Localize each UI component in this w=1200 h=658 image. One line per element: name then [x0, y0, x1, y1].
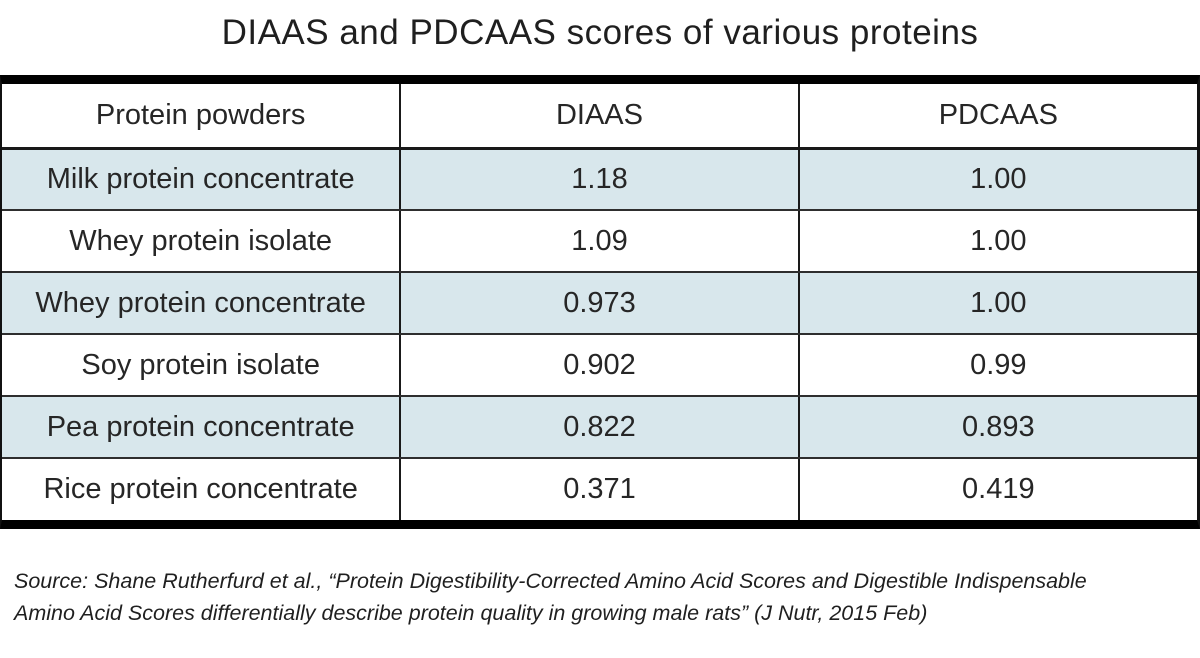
pdcaas-value-cell: 1.00: [797, 210, 1197, 273]
col-header-protein-powders: Protein powders: [2, 84, 401, 150]
scores-table: Protein powders DIAAS PDCAAS Milk protei…: [0, 75, 1200, 529]
pdcaas-value-cell: 0.893: [797, 396, 1197, 459]
table-row: Milk protein concentrate 1.18 1.00: [2, 148, 1197, 211]
col-header-diaas: DIAAS: [399, 84, 799, 150]
protein-name-cell: Soy protein isolate: [2, 334, 401, 397]
table-row: Soy protein isolate 0.902 0.99: [2, 334, 1197, 397]
protein-name-cell: Pea protein concentrate: [2, 396, 401, 459]
table-row: Whey protein concentrate 0.973 1.00: [2, 272, 1197, 335]
pdcaas-value-cell: 0.99: [797, 334, 1197, 397]
pdcaas-value-cell: 0.419: [797, 458, 1197, 520]
col-header-pdcaas: PDCAAS: [797, 84, 1197, 150]
table-row: Whey protein isolate 1.09 1.00: [2, 210, 1197, 273]
protein-name-cell: Milk protein concentrate: [2, 148, 401, 211]
protein-name-cell: Whey protein concentrate: [2, 272, 401, 335]
page-title: DIAAS and PDCAAS scores of various prote…: [221, 13, 979, 52]
pdcaas-value-cell: 1.00: [797, 272, 1197, 335]
diaas-value-cell: 0.973: [399, 272, 799, 335]
source-citation-line-2: Amino Acid Scores differentially describ…: [14, 601, 928, 626]
table-body: Milk protein concentrate 1.18 1.00 Whey …: [2, 148, 1197, 520]
table-header: Protein powders DIAAS PDCAAS: [2, 84, 1197, 150]
source-citation-line-1: Source: Shane Rutherfurd et al., “Protei…: [14, 569, 1087, 593]
diaas-value-cell: 0.371: [399, 458, 799, 520]
source-citation: Source: Shane Rutherfurd et al., “Protei…: [14, 565, 1124, 630]
diaas-value-cell: 1.18: [399, 148, 799, 211]
diaas-value-cell: 1.09: [399, 210, 799, 273]
diaas-value-cell: 0.902: [399, 334, 799, 397]
protein-name-cell: Rice protein concentrate: [2, 458, 401, 520]
protein-name-cell: Whey protein isolate: [2, 210, 401, 273]
scores-table-grid: Protein powders DIAAS PDCAAS Milk protei…: [2, 84, 1197, 520]
table-row: Pea protein concentrate 0.822 0.893: [2, 396, 1197, 459]
table-row: Rice protein concentrate 0.371 0.419: [2, 458, 1197, 520]
header-row: Protein powders DIAAS PDCAAS: [2, 84, 1197, 150]
pdcaas-value-cell: 1.00: [797, 148, 1197, 211]
diaas-value-cell: 0.822: [399, 396, 799, 459]
